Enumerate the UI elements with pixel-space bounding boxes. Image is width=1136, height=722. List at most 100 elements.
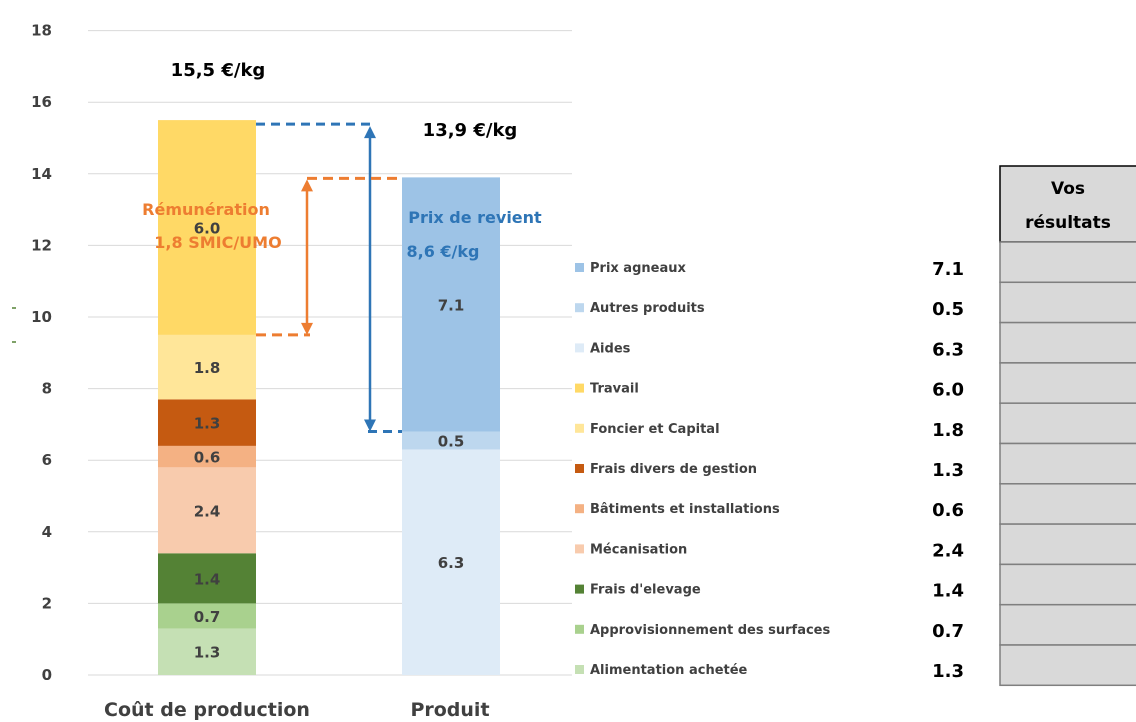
legend-label: Bâtiments et installations — [590, 502, 780, 517]
legend-label: Frais divers de gestion — [590, 462, 757, 477]
segment-value-label: 1.8 — [194, 359, 221, 377]
legend-value: 6.3 — [932, 339, 964, 360]
segment-value-label: 2.4 — [194, 502, 221, 520]
results-cell[interactable] — [999, 483, 1136, 525]
bar-segment — [402, 431, 500, 450]
legend-value: 7.1 — [932, 259, 964, 280]
results-cell[interactable] — [999, 362, 1136, 404]
legend-value: 6.0 — [932, 380, 964, 401]
legend-swatch — [575, 303, 584, 313]
y-tick-label: 12 — [31, 236, 52, 254]
legend-label: Aides — [590, 341, 631, 356]
bar-segment — [158, 553, 256, 604]
segment-value-label: 7.1 — [438, 296, 465, 314]
bar-segment — [158, 334, 256, 400]
remuneration-label-line1: Rémunération — [142, 200, 270, 219]
category-label-cout: Coût de production — [104, 699, 310, 721]
legend-label: Alimentation achetée — [590, 663, 748, 678]
y-tick-label: 16 — [31, 93, 52, 111]
segment-value-label: 1.3 — [194, 415, 221, 433]
legend-label: Mécanisation — [590, 542, 687, 557]
category-label-produit: Produit — [410, 699, 489, 721]
legend-value: 0.5 — [932, 299, 964, 320]
y-tick-label: 14 — [31, 165, 52, 183]
legend-swatch — [575, 584, 584, 594]
prix-revient-arrowhead-down — [364, 419, 376, 432]
results-cell[interactable] — [999, 321, 1136, 364]
segment-value-label: 6.3 — [438, 554, 465, 572]
legend-label: Autres produits — [590, 301, 705, 316]
y-axis-ticks: 0 2 4 6 8 10 12 14 16 18 — [31, 22, 52, 684]
prix-revient-label-line2: 8,6 €/kg — [407, 242, 480, 261]
legend-value: 2.4 — [932, 540, 964, 561]
legend-swatch — [575, 624, 584, 634]
results-cell[interactable] — [999, 281, 1136, 324]
bar-segment — [158, 628, 256, 675]
bar-segment — [158, 603, 256, 629]
legend: Prix agneaux 7.1 Autres produits 0.5 Aides 6.… — [575, 259, 964, 682]
legend-swatch — [575, 544, 584, 554]
results-cell[interactable] — [999, 402, 1136, 445]
y-tick-label: 6 — [42, 451, 52, 469]
y-tick-label: 4 — [42, 523, 52, 541]
segment-value-label: 1.4 — [194, 570, 221, 588]
bar-segment — [402, 449, 500, 675]
y-tick-label: 0 — [42, 666, 52, 684]
results-cell[interactable] — [999, 603, 1136, 646]
results-header-cell — [999, 165, 1136, 243]
legend-value: 1.3 — [932, 460, 964, 481]
segment-value-label: 6.0 — [194, 220, 221, 238]
y-tick-label: 18 — [31, 22, 52, 40]
legend-swatch — [575, 423, 584, 433]
results-header-line1: Vos — [1051, 179, 1085, 199]
y-tick-label: 8 — [42, 380, 52, 398]
segment-value-label: 1.3 — [194, 644, 221, 662]
remuneration-arrowhead-down — [301, 322, 313, 335]
y-tick-label: 10 — [31, 308, 52, 326]
legend-label: Foncier et Capital — [590, 422, 720, 437]
results-cell[interactable] — [999, 563, 1136, 606]
bar-segment — [158, 445, 256, 468]
legend-label: Travail — [590, 382, 639, 397]
legend-swatch — [575, 343, 584, 353]
remuneration-label-line2: 1,8 SMIC/UMO — [154, 233, 281, 252]
legend-value: 1.8 — [932, 420, 964, 441]
segment-value-label: 0.7 — [194, 608, 221, 626]
segment-labels: 1.3 0.7 1.4 2.4 0.6 1.3 1.8 6.0 6.3 0.5 7.1 — [194, 220, 465, 662]
y-tick-label: 2 — [42, 594, 52, 612]
results-cell[interactable] — [999, 442, 1136, 485]
bar-segment — [158, 120, 256, 335]
bar-segment — [158, 467, 256, 554]
bar-segment — [158, 399, 256, 446]
bars — [158, 120, 500, 675]
bar-segment — [402, 177, 500, 432]
segment-value-label: 0.6 — [194, 449, 221, 467]
legend-swatch — [575, 464, 584, 473]
total-label-produit: 13,9 €/kg — [423, 120, 518, 141]
legend-value: 1.4 — [932, 581, 964, 602]
left-edge-marks — [12, 307, 16, 343]
total-label-cout: 15,5 €/kg — [171, 60, 266, 81]
legend-value: 1.3 — [932, 661, 964, 682]
segment-value-label: 0.5 — [438, 433, 465, 451]
legend-swatch — [575, 504, 584, 514]
legend-value: 0.7 — [932, 621, 964, 642]
legend-label: Prix agneaux — [590, 261, 686, 276]
results-cell[interactable] — [999, 241, 1136, 284]
chart-texts: Coût de production Produit 15,5 €/kg 13,… — [104, 60, 542, 721]
remuneration-arrowhead-up — [301, 179, 313, 192]
results-header-line2: résultats — [1025, 213, 1111, 233]
results-cell[interactable] — [999, 523, 1136, 566]
legend-value: 0.6 — [932, 500, 964, 521]
results-table: Vos résultats — [999, 165, 1136, 687]
legend-swatch — [575, 383, 584, 393]
prix-revient-arrowhead-up — [364, 126, 376, 139]
legend-label: Frais d'elevage — [590, 583, 701, 598]
annotation-arrows — [256, 122, 402, 434]
legend-swatch — [575, 665, 584, 674]
prix-revient-label-line1: Prix de revient — [408, 208, 542, 227]
legend-swatch — [575, 263, 584, 272]
legend-label: Approvisionnement des surfaces — [590, 623, 830, 638]
results-cell[interactable] — [999, 644, 1136, 687]
